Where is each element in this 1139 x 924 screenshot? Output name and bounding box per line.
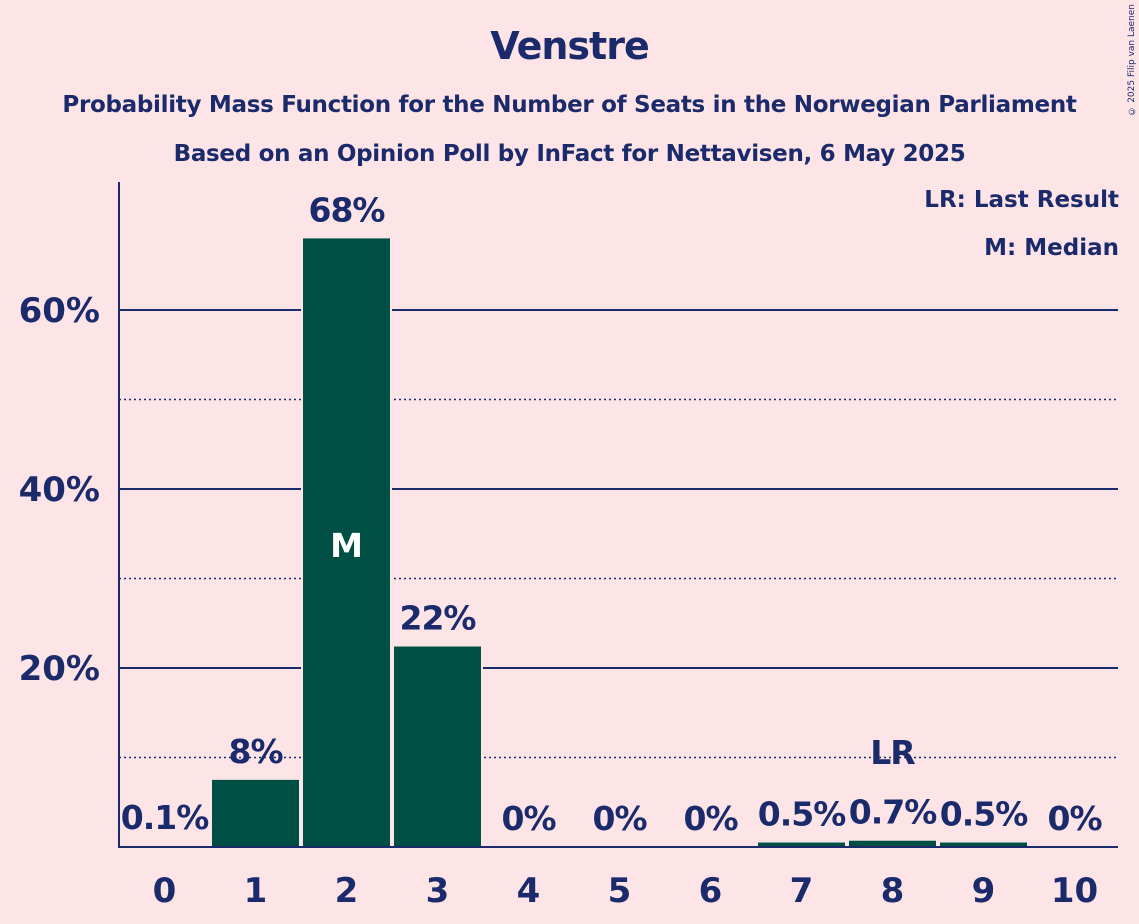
chart-subtitle-2: Based on an Opinion Poll by InFact for N…	[173, 141, 966, 167]
data-label: 0%	[501, 799, 556, 838]
x-tick-label: 8	[881, 871, 905, 911]
bar	[758, 842, 845, 847]
bar	[212, 779, 299, 847]
y-tick-label: 60%	[19, 291, 100, 331]
data-label: 0.5%	[758, 795, 846, 834]
data-label: 0.5%	[940, 795, 1028, 834]
data-label: 22%	[400, 599, 477, 638]
data-label: 0%	[683, 799, 738, 838]
median-marker: M	[330, 526, 363, 565]
bar	[303, 238, 390, 847]
y-tick-label: 40%	[19, 470, 100, 510]
x-tick-label: 4	[517, 871, 541, 911]
bar	[940, 842, 1027, 847]
x-tick-label: 1	[244, 871, 268, 911]
data-label: 0.7%	[849, 793, 937, 832]
chart-title: Venstre	[490, 24, 649, 68]
x-tick-label: 3	[426, 871, 450, 911]
data-label: 8%	[228, 732, 283, 771]
x-tick-label: 6	[699, 871, 723, 911]
x-tick-label: 7	[790, 871, 814, 911]
data-label: 0%	[592, 799, 647, 838]
x-tick-label: 5	[608, 871, 632, 911]
x-tick-label: 2	[335, 871, 359, 911]
y-tick-label: 20%	[19, 649, 100, 689]
legend-median: M: Median	[984, 235, 1119, 261]
bar	[849, 840, 936, 847]
last-result-marker: LR	[870, 733, 915, 772]
x-tick-label: 10	[1051, 871, 1098, 911]
legend-last-result: LR: Last Result	[924, 187, 1119, 213]
data-label: 68%	[309, 190, 386, 229]
bar-gutter	[119, 844, 210, 847]
bar	[394, 646, 481, 847]
x-tick-label: 0	[153, 871, 177, 911]
data-label: 0.1%	[121, 798, 209, 837]
chart-subtitle-1: Probability Mass Function for the Number…	[62, 92, 1077, 118]
x-tick-label: 9	[972, 871, 996, 911]
data-label: 0%	[1047, 799, 1102, 838]
